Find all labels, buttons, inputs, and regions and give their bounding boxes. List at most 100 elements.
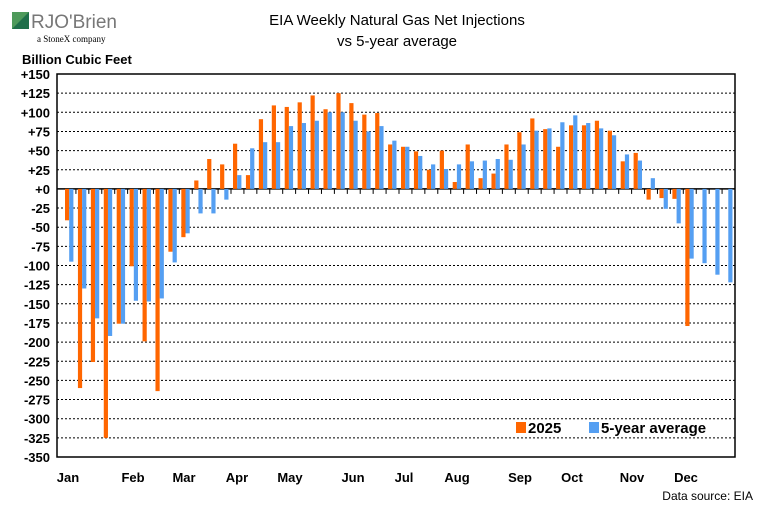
x-tick-labels: Jan Feb Mar Apr May Jun Jul Aug Sep Oct Nov Dec — [57, 470, 698, 485]
bar-5yr-avg-week-2 — [82, 188, 87, 289]
bar-2025-week-21 — [323, 109, 328, 189]
bar-5yr-avg-week-35 — [508, 159, 513, 189]
month-label: Sep — [508, 470, 532, 485]
bar-2025-week-9 — [168, 188, 173, 252]
bar-2025-week-42 — [594, 120, 600, 189]
bar-2025-week-16 — [258, 119, 264, 189]
y-tick-label: -150 — [24, 297, 50, 312]
bar-2025-week-19 — [297, 102, 302, 189]
bar-5yr-avg-week-10 — [185, 188, 190, 234]
y-tick-label: -325 — [24, 431, 50, 446]
bar-2025-week-15 — [245, 175, 251, 189]
bar-5yr-avg-week-39 — [560, 122, 565, 189]
logo-tagline: a StoneX company — [37, 34, 106, 44]
bar-2025-week-35 — [504, 144, 509, 189]
legend-swatch-5yr — [589, 422, 599, 433]
bar-5yr-avg-week-9 — [172, 188, 177, 263]
y-tick-label: +0 — [35, 182, 50, 197]
bar-2025-week-28 — [413, 151, 419, 189]
bar-2025-week-33 — [478, 178, 483, 189]
logo-brand: RJO'Brien — [31, 12, 117, 33]
bar-2025-week-11 — [194, 180, 199, 189]
logo: RJO'Brien a StoneX company — [12, 12, 117, 44]
bars — [65, 93, 733, 438]
y-tick-label: -175 — [24, 316, 50, 331]
bar-2025-week-41 — [581, 125, 587, 189]
bar-2025-week-40 — [569, 125, 574, 189]
y-axis-label: Billion Cubic Feet — [22, 52, 132, 67]
bar-2025-week-22 — [336, 93, 341, 189]
bar-2025-week-26 — [388, 144, 393, 189]
bar-5yr-avg-week-40 — [573, 115, 578, 189]
bar-5yr-avg-week-33 — [482, 160, 487, 189]
month-label: Apr — [226, 470, 248, 485]
bar-2025-week-38 — [543, 129, 548, 189]
bar-5yr-avg-week-13 — [224, 188, 229, 200]
bar-2025-week-29 — [426, 169, 432, 189]
bar-2025-week-17 — [271, 105, 276, 189]
bar-2025-week-39 — [556, 146, 561, 189]
legend-swatch-2025 — [516, 422, 526, 433]
bar-5yr-avg-week-24 — [366, 131, 371, 189]
bar-2025-week-14 — [233, 143, 238, 189]
bar-2025-week-31 — [452, 182, 457, 189]
month-label: Nov — [620, 470, 645, 485]
bar-5yr-avg-week-47 — [663, 188, 668, 209]
y-tick-label: +25 — [28, 163, 50, 178]
bar-2025-week-24 — [362, 114, 367, 189]
bar-5yr-avg-week-17 — [275, 142, 281, 189]
bar-2025-week-4 — [103, 188, 108, 438]
legend: 2025 5-year average — [516, 420, 706, 437]
legend-label-5yr: 5-year average — [601, 420, 706, 437]
bar-2025-week-8 — [155, 188, 160, 392]
bar-5yr-avg-week-34 — [495, 159, 500, 189]
bar-5yr-avg-week-1 — [69, 188, 74, 262]
y-tick-label: +50 — [28, 144, 50, 159]
bar-5yr-avg-week-27 — [405, 146, 410, 189]
bar-2025-week-13 — [220, 164, 225, 189]
y-tick-label: -125 — [24, 278, 50, 293]
bar-5yr-avg-week-12 — [211, 188, 216, 214]
bar-2025-week-46 — [646, 188, 651, 200]
y-tick-label: +125 — [21, 86, 50, 101]
bar-2025-week-36 — [517, 132, 522, 189]
bar-5yr-avg-week-14 — [237, 175, 242, 189]
plot-frame — [56, 73, 736, 458]
bar-5yr-avg-week-4 — [107, 188, 113, 336]
y-tick-label: +75 — [28, 124, 50, 139]
bar-5yr-avg-week-28 — [418, 155, 423, 189]
month-label: Jul — [395, 470, 414, 485]
bar-5yr-avg-week-23 — [353, 120, 358, 189]
y-tick-label: -75 — [31, 239, 50, 254]
bar-5yr-avg-week-25 — [379, 126, 384, 189]
y-tick-label: -350 — [24, 450, 50, 465]
chart-subtitle: vs 5-year average — [337, 33, 457, 50]
bar-2025-week-10 — [181, 188, 186, 238]
y-tick-label: -100 — [24, 259, 50, 274]
month-label: Aug — [444, 470, 469, 485]
bar-5yr-avg-week-26 — [392, 140, 397, 189]
bar-5yr-avg-week-30 — [443, 168, 449, 189]
bar-5yr-avg-week-46 — [650, 178, 655, 189]
bar-5yr-avg-week-11 — [198, 188, 203, 214]
bar-5yr-avg-week-50 — [702, 188, 707, 264]
month-label: Jan — [57, 470, 79, 485]
month-label: Jun — [341, 470, 364, 485]
bar-5yr-avg-week-48 — [676, 188, 681, 224]
bar-5yr-avg-week-32 — [469, 161, 475, 189]
month-label: Dec — [674, 470, 698, 485]
logo-mark-shadow-icon — [12, 12, 29, 29]
y-tick-label: +100 — [21, 105, 50, 120]
bar-2025-week-12 — [207, 159, 212, 189]
bar-2025-week-7 — [142, 188, 147, 342]
chart-title: EIA Weekly Natural Gas Net Injections — [269, 12, 525, 29]
bar-5yr-avg-week-6 — [133, 188, 139, 301]
bar-5yr-avg-week-43 — [611, 135, 617, 189]
bar-2025-week-6 — [129, 188, 134, 267]
bar-5yr-avg-week-8 — [159, 188, 164, 299]
month-label: May — [277, 470, 303, 485]
bar-2025-week-43 — [607, 130, 612, 189]
bar-5yr-avg-week-3 — [95, 188, 100, 319]
